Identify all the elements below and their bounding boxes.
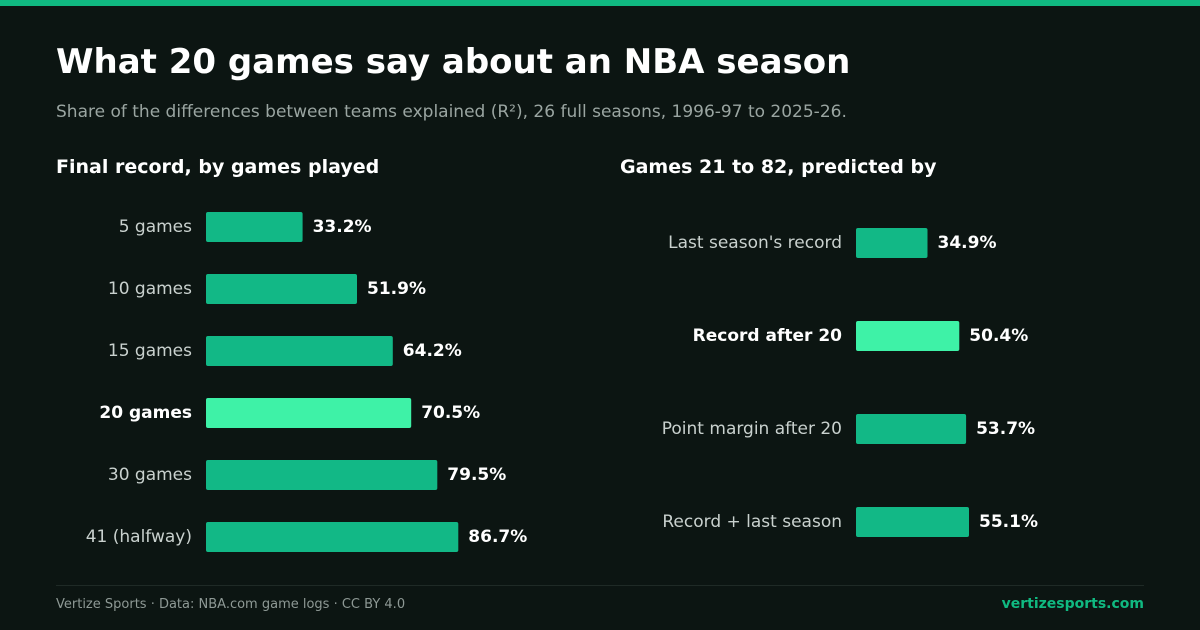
value-label: 50.4% <box>969 326 1028 346</box>
footer-divider <box>56 585 1144 586</box>
left-panel-title: Final record, by games played <box>56 156 380 178</box>
bar <box>206 522 459 552</box>
category-label: 41 (halfway) <box>86 527 192 547</box>
value-label: 33.2% <box>313 217 372 237</box>
right-panel-title: Games 21 to 82, predicted by <box>620 156 937 178</box>
footer-credit: Vertize Sports · Data: NBA.com game logs… <box>56 597 406 612</box>
bar-highlight <box>856 321 960 351</box>
bar <box>856 228 928 258</box>
category-label: 30 games <box>108 465 192 485</box>
value-label: 51.9% <box>367 279 426 299</box>
category-label: Point margin after 20 <box>662 419 842 439</box>
category-label: Record after 20 <box>693 326 843 346</box>
value-label: 64.2% <box>403 341 462 361</box>
category-label: Record + last season <box>662 512 842 532</box>
bar <box>206 212 303 242</box>
value-label: 34.9% <box>938 233 997 253</box>
value-label: 53.7% <box>976 419 1035 439</box>
bar <box>856 414 967 444</box>
value-label: 55.1% <box>979 512 1038 532</box>
value-label: 79.5% <box>447 465 506 485</box>
chart-subtitle: Share of the differences between teams e… <box>56 102 847 122</box>
footer-site-link[interactable]: vertizesports.com <box>1001 596 1144 612</box>
bar <box>206 460 438 490</box>
category-label: 10 games <box>108 279 192 299</box>
category-label: 15 games <box>108 341 192 361</box>
value-label: 70.5% <box>421 403 480 423</box>
chart-title: What 20 games say about an NBA season <box>56 42 851 82</box>
top-accent-bar <box>0 0 1200 6</box>
category-label: 5 games <box>119 217 192 237</box>
bar <box>856 507 969 537</box>
value-label: 86.7% <box>468 527 527 547</box>
bar <box>206 336 393 366</box>
category-label: 20 games <box>99 403 192 423</box>
bar-highlight <box>206 398 412 428</box>
bar <box>206 274 357 304</box>
category-label: Last season's record <box>668 233 842 253</box>
